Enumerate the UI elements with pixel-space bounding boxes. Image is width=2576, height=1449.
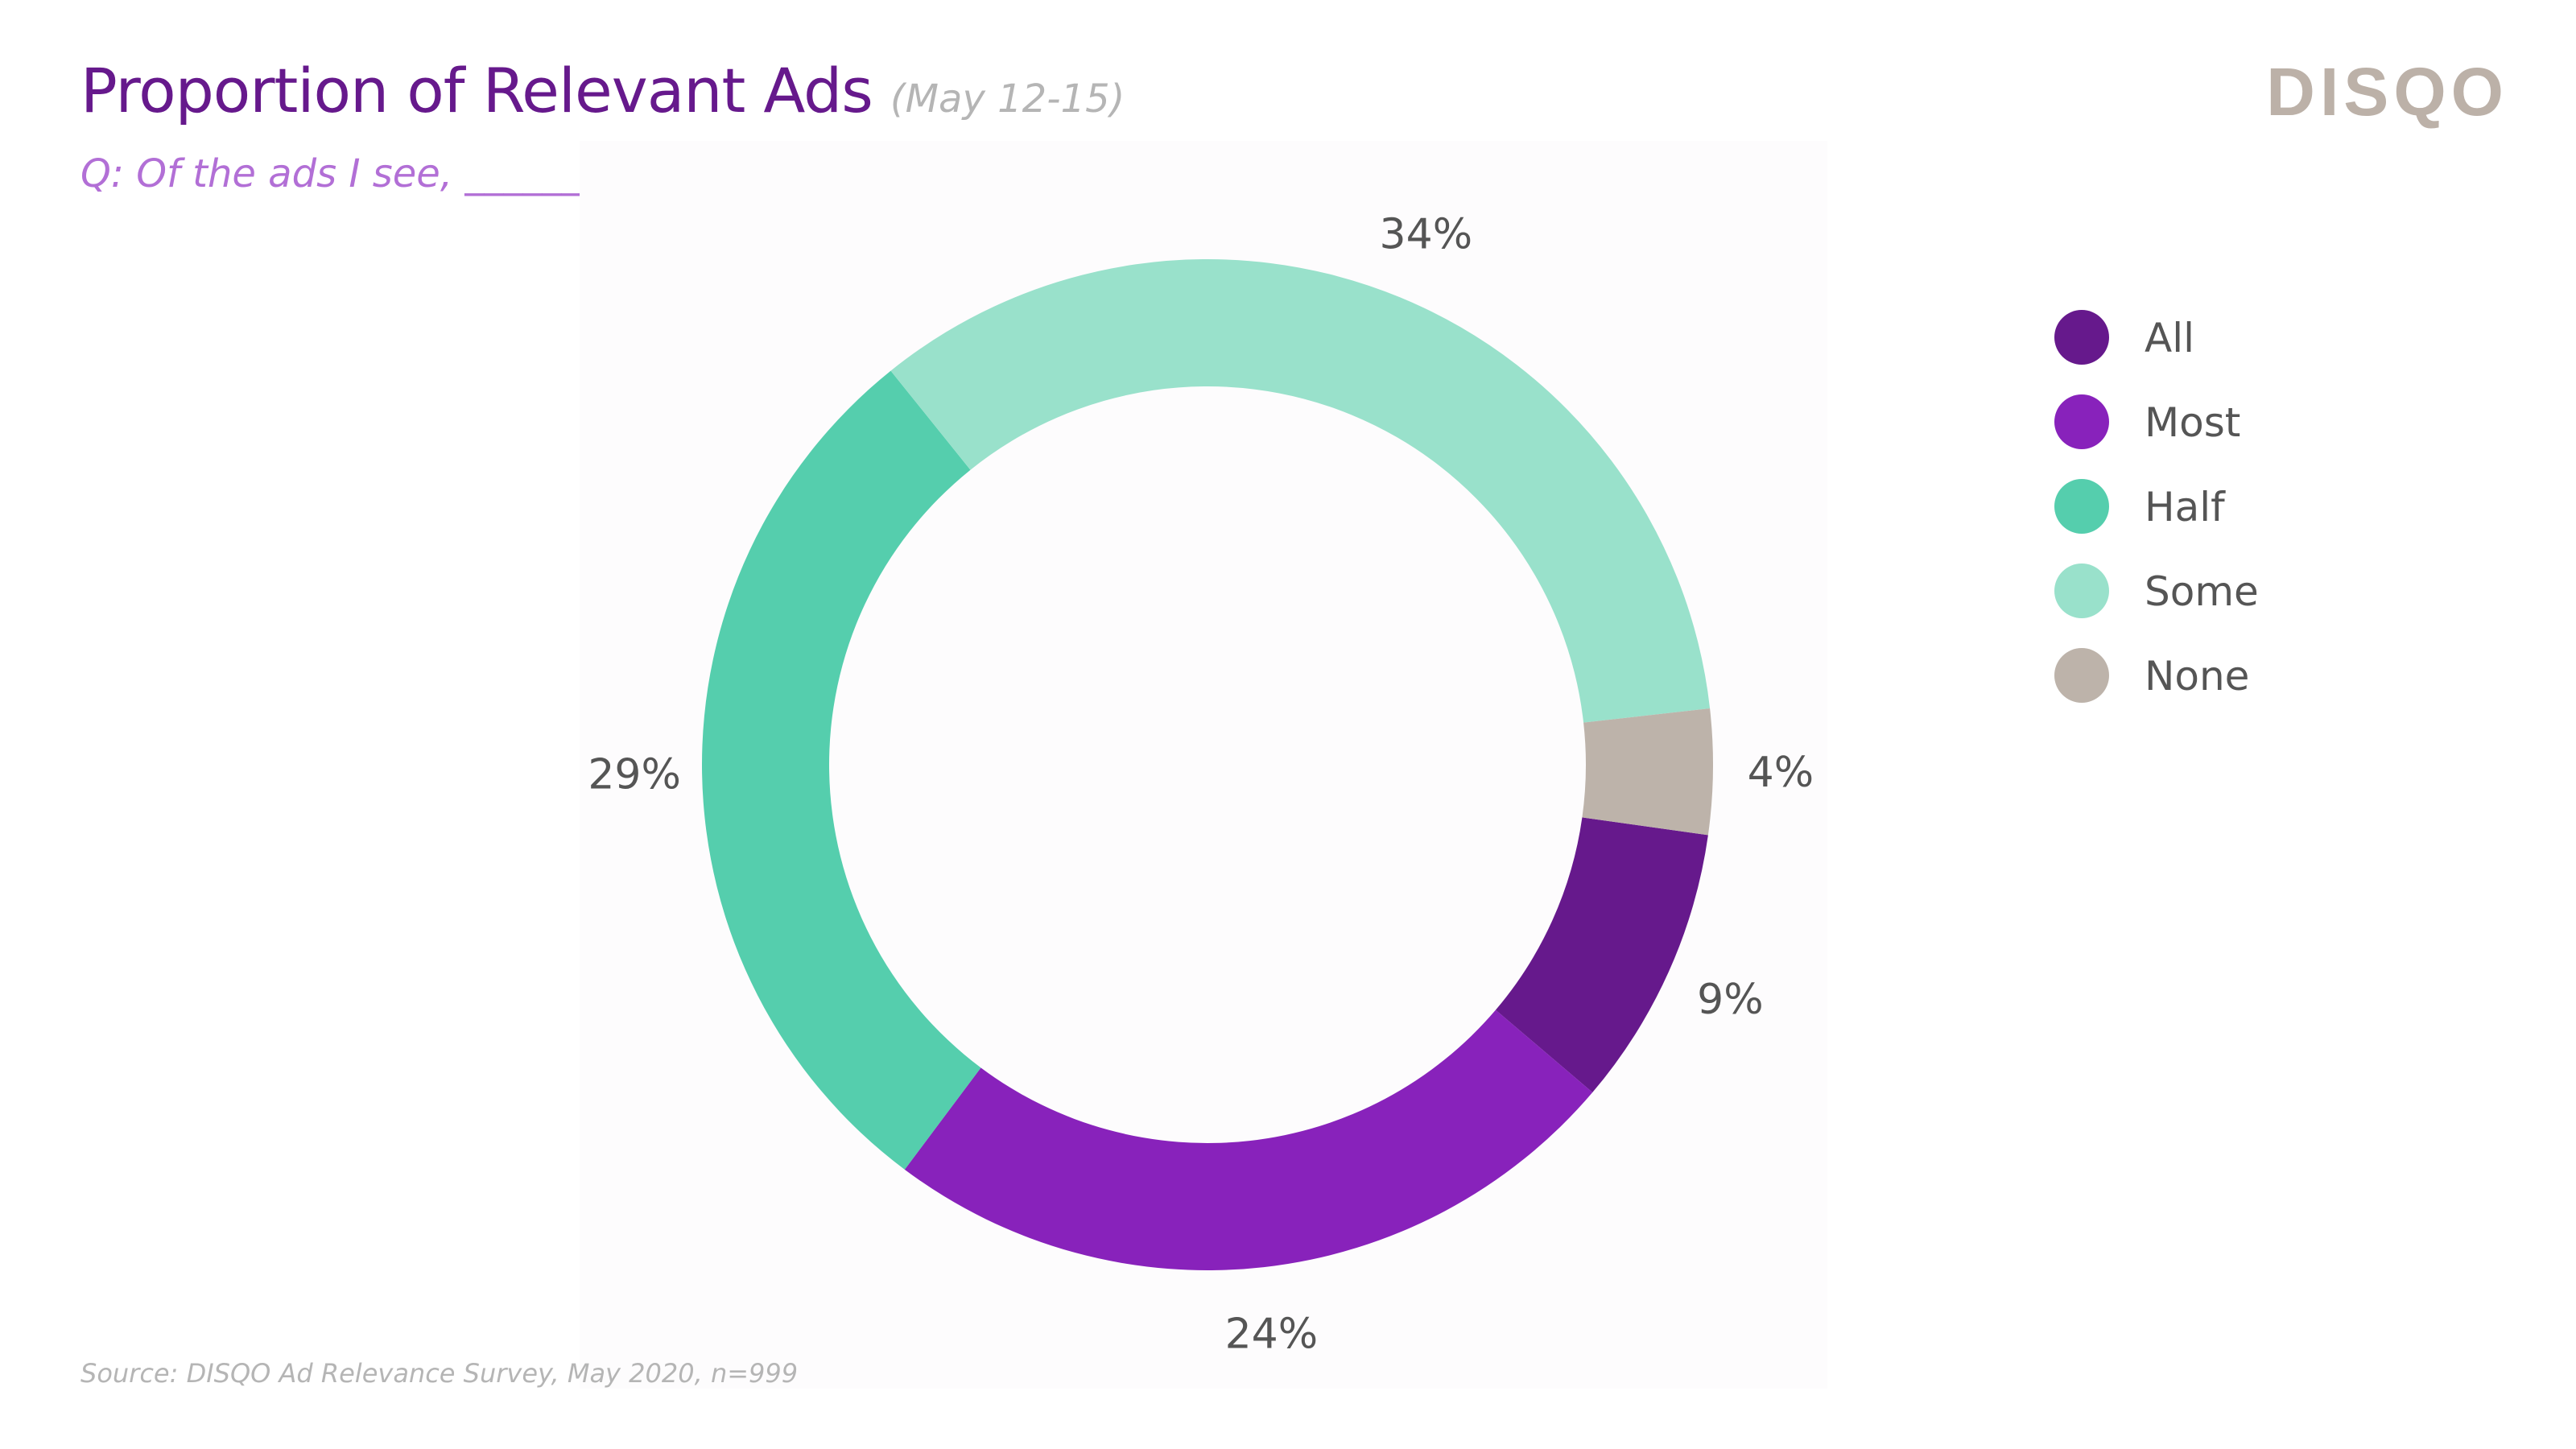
legend-label-half: Half [2145,484,2225,530]
slice-label-all: 9% [1697,976,1764,1024]
legend-label-most: Most [2145,399,2241,446]
legend-swatch-half [2054,479,2109,534]
donut-slice-some [890,258,1711,723]
legend-swatch-most [2054,394,2109,449]
slice-label-most: 24% [1225,1311,1319,1359]
legend-swatch-all [2054,310,2109,365]
legend-label-all: All [2145,315,2194,361]
legend-swatch-some [2054,564,2109,618]
source-note: Source: DISQO Ad Relevance Survey, May 2… [80,1358,799,1389]
slice-label-some: 34% [1380,211,1473,259]
slice-label-none: 4% [1748,749,1814,797]
date-range: (May 12-15) [890,76,1125,122]
donut-slice-all [1495,817,1708,1093]
donut-slice-none [1582,708,1714,836]
donut-slice-half [702,370,981,1170]
slice-label-half: 29% [588,750,681,799]
legend-swatch-none [2054,648,2109,703]
disqo-logo: DISQO [2266,54,2508,130]
legend-label-some: Some [2145,568,2259,615]
title-row: Proportion of Relevant Ads (May 12-15) [80,55,1125,126]
legend-label-none: None [2145,653,2250,700]
chart-title: Proportion of Relevant Ads [80,55,873,126]
donut-slice-most [904,1009,1593,1270]
